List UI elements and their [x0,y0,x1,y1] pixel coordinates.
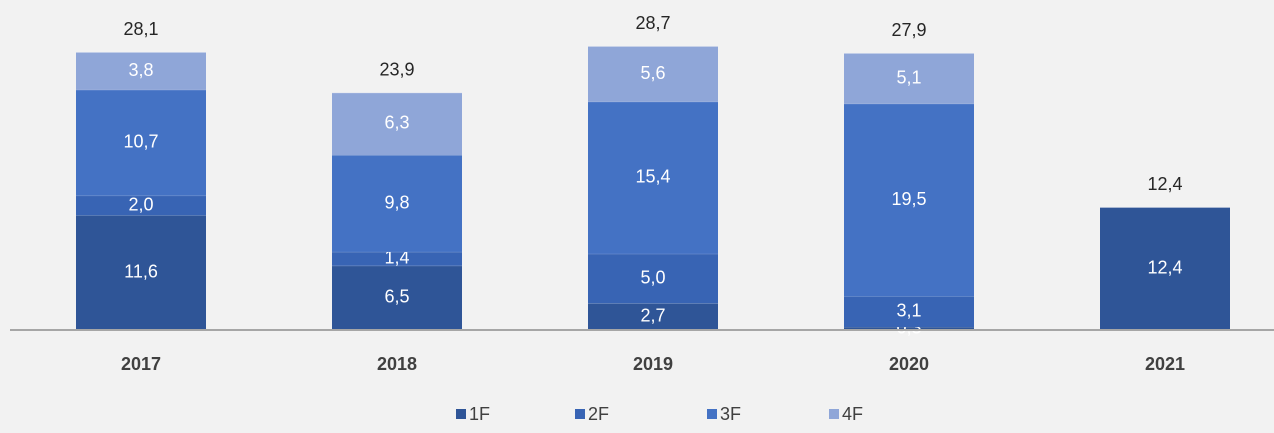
legend-swatch [707,409,717,419]
segment-label: 1,4 [384,248,409,268]
segment-label: 3,8 [128,60,153,80]
x-tick-label: 2021 [1145,354,1185,374]
bar-segment [588,253,718,304]
segment-label: 5,0 [640,267,665,287]
segment-label: 10,7 [123,132,158,152]
bar-segment [332,155,462,252]
bar-segment [332,265,462,330]
bar-segment [76,52,206,90]
segment-label: 5,6 [640,63,665,83]
legend-label: 3F [720,404,741,424]
segment-label: 6,5 [384,287,409,307]
bar-segment [332,251,462,266]
bar-segment [588,303,718,330]
bar-segment [844,53,974,104]
segment-label: 9,8 [384,192,409,212]
segment-label: 6,3 [384,113,409,133]
segment-label: 2,7 [640,305,665,325]
segment-label: 2,0 [128,194,153,214]
total-label: 28,7 [635,13,670,33]
x-tick-label: 2020 [889,354,929,374]
total-label: 28,1 [123,19,158,39]
segment-label: 12,4 [1147,257,1182,277]
legend-label: 1F [469,404,490,424]
bar-segment [844,327,974,330]
segment-label: 11,6 [124,261,158,281]
segment-label: 19,5 [891,189,926,209]
legend-swatch [829,409,839,419]
bar-segment [588,46,718,102]
bar-segment [332,92,462,156]
bar-segment [844,296,974,328]
total-label: 23,9 [379,60,414,80]
legend-swatch [575,409,585,419]
x-tick-label: 2019 [633,354,673,374]
total-label: 12,4 [1147,174,1182,194]
segment-label: 15,4 [635,167,670,187]
bar-segment [76,195,206,216]
bar-segment [844,103,974,297]
bar-segment [588,101,718,254]
legend-swatch [456,409,466,419]
total-label: 27,9 [891,20,926,40]
segment-label: 3,1 [896,300,921,320]
bar-segment [76,89,206,196]
x-tick-label: 2018 [377,354,417,374]
bar-segment [76,215,206,330]
x-tick-label: 2017 [121,354,161,374]
segment-label: 5,1 [896,67,921,87]
legend-label: 2F [588,404,609,424]
bar-segment [1100,207,1230,330]
legend-label: 4F [842,404,863,424]
